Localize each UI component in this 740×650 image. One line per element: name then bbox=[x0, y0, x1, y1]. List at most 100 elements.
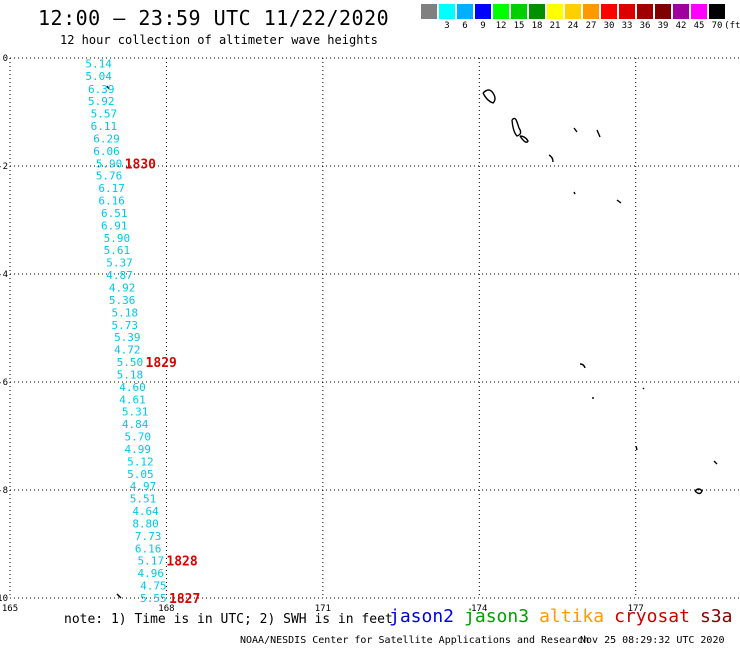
color-scale-label: 27 bbox=[585, 21, 597, 31]
color-scale-label: 18 bbox=[531, 21, 543, 31]
color-scale-label: 33 bbox=[621, 21, 633, 31]
wave-height-reading: 5.90 bbox=[104, 232, 131, 245]
wave-height-reading: 4.97 bbox=[130, 480, 157, 493]
pass-time-label: 1829 bbox=[146, 356, 177, 371]
wave-height-reading: 4.84 bbox=[122, 418, 149, 431]
island-outline bbox=[713, 460, 718, 465]
wave-height-reading: 4.60 bbox=[119, 381, 146, 394]
wave-height-reading: 5.73 bbox=[111, 319, 138, 332]
color-scale-label: 21 bbox=[549, 21, 561, 31]
legend-item-cryosat: cryosat bbox=[614, 606, 690, 627]
color-swatch bbox=[655, 4, 671, 19]
color-swatch bbox=[691, 4, 707, 19]
lon-tick-label: 165 bbox=[2, 604, 18, 612]
map-title: 12:00 — 23:59 UTC 11/22/2020 bbox=[38, 6, 390, 30]
wave-height-reading: 5.04 bbox=[85, 70, 112, 83]
wave-height-reading: 5.14 bbox=[85, 57, 112, 70]
island-outline bbox=[573, 127, 578, 133]
island-outline bbox=[635, 445, 638, 451]
wave-height-reading: 5.70 bbox=[125, 431, 152, 444]
satellite-legend: jason2 jason3 altika cryosat s3a bbox=[389, 606, 740, 627]
color-scale-label: 3 bbox=[444, 21, 450, 31]
color-swatch bbox=[637, 4, 653, 19]
pass-time-label: 1827 bbox=[169, 592, 200, 607]
wave-height-reading: 6.91 bbox=[101, 219, 128, 232]
color-scale-label: 39 bbox=[657, 21, 669, 31]
wave-height-reading: 5.31 bbox=[122, 406, 149, 419]
island-outline bbox=[116, 593, 122, 599]
wave-height-reading: 4.99 bbox=[125, 443, 152, 456]
color-swatch bbox=[421, 4, 437, 19]
color-scale-label: 12 bbox=[495, 21, 507, 31]
lon-tick-label: 168 bbox=[158, 604, 174, 612]
color-swatch bbox=[673, 4, 689, 19]
color-swatch bbox=[493, 4, 509, 19]
wave-height-reading: 5.76 bbox=[96, 170, 123, 183]
pass-time-label: 1828 bbox=[166, 555, 197, 570]
legend-item-s3a: s3a bbox=[699, 606, 733, 627]
color-scale-label: 9 bbox=[480, 21, 486, 31]
wave-height-reading: 5.37 bbox=[106, 257, 133, 270]
color-scale-label: 24 bbox=[567, 21, 579, 31]
wave-height-reading: 4.75 bbox=[140, 580, 167, 593]
color-swatch bbox=[529, 4, 545, 19]
wave-height-reading: 6.11 bbox=[91, 120, 118, 133]
color-scale-label: 45 bbox=[693, 21, 705, 31]
island-outline bbox=[579, 363, 586, 369]
wave-height-reading: 6.51 bbox=[101, 207, 128, 220]
wave-height-reading: 4.72 bbox=[114, 344, 141, 357]
island-outline bbox=[573, 191, 576, 195]
map-grid bbox=[9, 57, 740, 599]
lat-tick-label: -2 bbox=[0, 162, 8, 172]
wave-height-reading: 6.39 bbox=[88, 83, 115, 96]
lon-tick-label: 171 bbox=[315, 604, 331, 612]
island-outlines bbox=[106, 85, 718, 599]
color-swatch bbox=[601, 4, 617, 19]
note-text: note: 1) Time is in UTC; 2) SWH is in fe… bbox=[64, 612, 393, 627]
wave-height-reading: 5.39 bbox=[114, 331, 141, 344]
wave-height-reading: 6.29 bbox=[93, 132, 120, 145]
wave-height-reading: 5.57 bbox=[91, 108, 118, 121]
axis-ticks: 165 168 171 174 177 0 -2 -4 -6 -8 -10 bbox=[0, 54, 644, 612]
wave-height-reading: 4.96 bbox=[138, 567, 165, 580]
wave-height-reading: 6.16 bbox=[135, 542, 162, 555]
island-outline bbox=[519, 135, 529, 143]
wave-height-reading: 6.16 bbox=[98, 195, 125, 208]
island-outline bbox=[642, 387, 645, 390]
color-scale-label: 6 bbox=[462, 21, 468, 31]
wave-height-reading: 5.90 bbox=[96, 157, 123, 170]
wave-height-reading: 5.17 bbox=[138, 555, 165, 568]
wave-readings: 5.145.046.395.925.576.116.296.065.905.76… bbox=[85, 57, 166, 605]
lon-tick-label: 177 bbox=[628, 604, 644, 612]
color-swatch bbox=[439, 4, 455, 19]
wave-height-reading: 6.17 bbox=[98, 182, 125, 195]
color-swatch bbox=[457, 4, 473, 19]
color-swatch bbox=[475, 4, 491, 19]
pass-time-label: 1830 bbox=[125, 157, 156, 172]
lat-tick-label: -4 bbox=[0, 270, 8, 280]
lat-tick-label: 0 bbox=[3, 54, 8, 64]
wave-height-reading: 7.73 bbox=[135, 530, 162, 543]
lat-tick-label: -10 bbox=[0, 594, 8, 604]
wave-height-reading: 5.18 bbox=[111, 306, 138, 319]
wave-height-map: 165 168 171 174 177 0 -2 -4 -6 -8 -10 5.145.046.39… bbox=[0, 54, 740, 612]
lon-tick-label: 174 bbox=[471, 604, 487, 612]
wave-height-reading: 4.61 bbox=[119, 393, 146, 406]
lat-tick-label: -6 bbox=[0, 378, 8, 388]
legend-item-jason3: jason3 bbox=[464, 606, 530, 627]
wave-height-reading: 6.06 bbox=[93, 145, 120, 158]
wave-height-reading: 4.64 bbox=[132, 505, 159, 518]
wave-height-reading: 5.92 bbox=[88, 95, 115, 108]
wave-height-reading: 4.87 bbox=[106, 269, 133, 282]
color-swatch bbox=[583, 4, 599, 19]
island-outline bbox=[694, 488, 703, 495]
color-scale-label: 30 bbox=[603, 21, 615, 31]
wave-height-reading: 5.18 bbox=[117, 368, 144, 381]
island-outline bbox=[106, 85, 110, 90]
island-outline bbox=[616, 199, 622, 204]
color-scale-unit: (ft) bbox=[724, 21, 740, 31]
time-labels: 1830 1829 1828 1827 bbox=[125, 157, 201, 607]
wave-height-reading: 4.92 bbox=[109, 282, 136, 295]
island-outline bbox=[548, 154, 554, 163]
